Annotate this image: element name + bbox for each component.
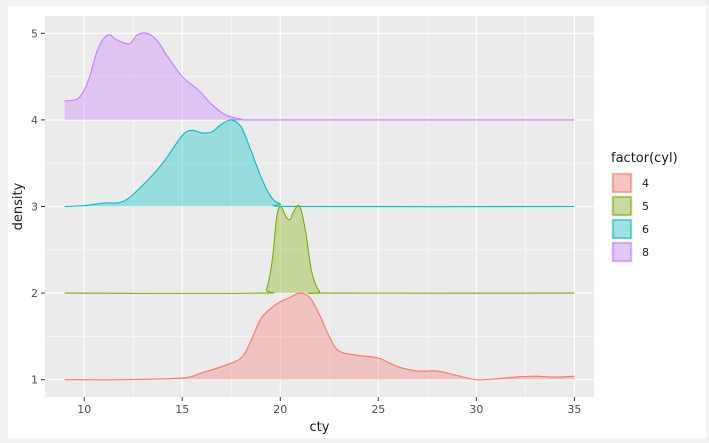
- x-tick-label: 30: [469, 403, 483, 416]
- legend-key-background: [611, 218, 633, 240]
- x-tick-label: 35: [567, 403, 581, 416]
- y-axis-ticks: 1 2 3 4 5: [31, 27, 45, 387]
- density-ridges: [64, 32, 575, 381]
- legend-key-background: [611, 195, 633, 217]
- legend-swatch-cyl-6: [612, 219, 632, 239]
- legend-swatch-cyl-8: [612, 242, 632, 262]
- ridge-area-cyl-8: [64, 32, 575, 120]
- y-tick-label: 4: [31, 114, 38, 127]
- y-tick-label: 2: [31, 287, 38, 300]
- legend-label-cyl-8: 8: [642, 246, 649, 259]
- legend-title: factor(cyl): [611, 151, 678, 166]
- y-tick-label: 3: [31, 201, 38, 214]
- x-tick-label: 20: [273, 403, 287, 416]
- legend-label-cyl-6: 6: [642, 223, 649, 236]
- y-tick-label: 1: [31, 374, 38, 387]
- legend-swatch-cyl-5: [612, 196, 632, 216]
- legend-items: 4 5 6 8: [611, 172, 649, 263]
- x-tick-label: 15: [175, 403, 189, 416]
- legend-key-background: [611, 172, 633, 194]
- ridge-line-cyl-8: [64, 32, 575, 121]
- ridge-line-cyl-5: [64, 204, 575, 295]
- x-axis-ticks: 10 15 20 25 30 35: [77, 397, 581, 416]
- ridgeline-chart: 10 15 20 25 30 35 1 2 3 4 5 cty density factor(cy…: [11, 16, 678, 435]
- x-tick-label: 25: [371, 403, 385, 416]
- ridge-line-cyl-4: [64, 292, 575, 381]
- legend: factor(cyl) 4 5 6 8: [611, 151, 678, 263]
- y-tick-label: 5: [31, 27, 38, 40]
- x-tick-label: 10: [77, 403, 91, 416]
- legend-label-cyl-5: 5: [642, 200, 649, 213]
- legend-key-background: [611, 241, 633, 263]
- y-axis-title: density: [11, 182, 26, 230]
- legend-swatch-cyl-4: [612, 173, 632, 193]
- ridge-line-cyl-6: [64, 119, 575, 208]
- ridge-area-cyl-4: [64, 293, 575, 380]
- x-axis-title: cty: [310, 420, 330, 435]
- plot-canvas: 10 15 20 25 30 35 1 2 3 4 5 cty density factor(cy…: [8, 6, 706, 438]
- ridge-area-cyl-6: [64, 119, 575, 207]
- legend-label-cyl-4: 4: [642, 177, 649, 190]
